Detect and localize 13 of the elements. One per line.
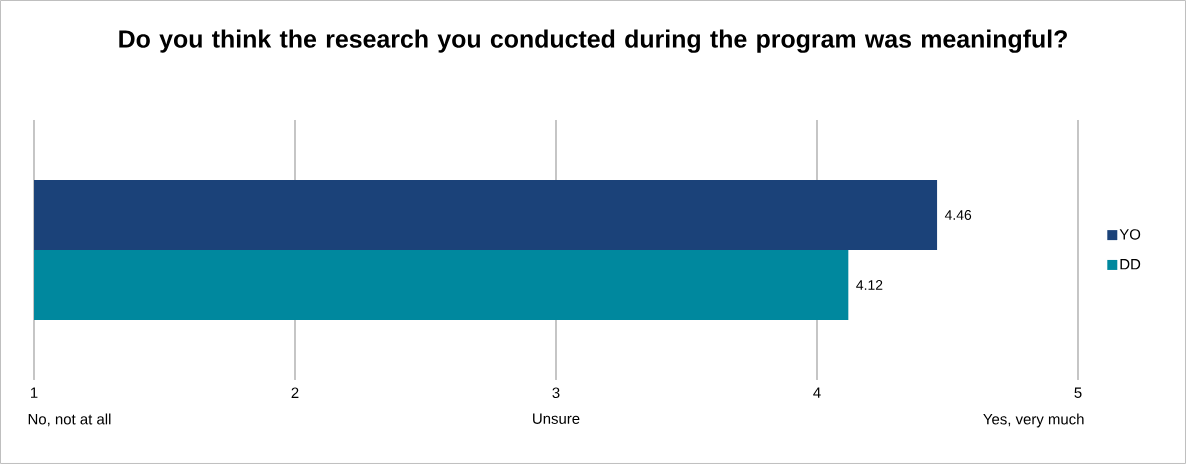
- data-label: 4.46: [944, 210, 972, 220]
- x-tick-label: 2: [291, 387, 299, 398]
- chart-title: Do you think the research you conducted during the program was meaningful?: [119, 29, 1067, 53]
- legend-label: DD: [1120, 259, 1141, 270]
- text: No, not at all: [28, 413, 111, 427]
- data-label: 4.12: [856, 280, 883, 290]
- x-tick-label: 5: [1074, 387, 1082, 398]
- legend-label: YO: [1119, 229, 1141, 240]
- text: Unsure: [533, 413, 580, 424]
- x-tick-label: 3: [552, 387, 560, 399]
- x-tick-label: 1: [31, 387, 38, 398]
- x-tick-label: 4: [813, 387, 821, 398]
- text: Yes, very much: [983, 413, 1084, 428]
